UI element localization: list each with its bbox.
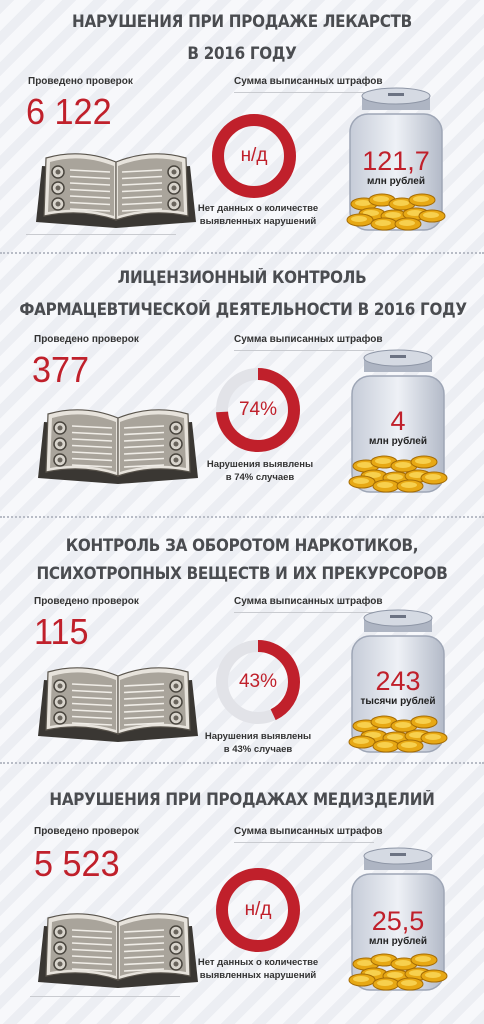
- coin-jar-icon: [346, 87, 446, 231]
- checks-label: Проведено проверок: [28, 76, 133, 87]
- ring-caption-line1: Нет данных о количестве: [197, 957, 319, 968]
- fines-label: Сумма выписанных штрафов: [234, 76, 383, 87]
- fines-unit: млн рублей: [369, 436, 427, 447]
- fines-label-underline: [234, 842, 374, 843]
- open-book-icon: [36, 153, 196, 228]
- checks-value: 5 523: [34, 843, 120, 884]
- section-title-line1: НАРУШЕНИЯ ПРИ ПРОДАЖАХ МЕДИЗДЕЛИЙ: [49, 790, 435, 809]
- checks-label: Проведено проверок: [34, 596, 139, 607]
- section-title-line2: ПСИХОТРОПНЫХ ВЕЩЕСТВ И ИХ ПРЕКУРСОРОВ: [36, 564, 448, 583]
- fines-unit: млн рублей: [369, 936, 427, 947]
- section-title-line1: ЛИЦЕНЗИОННЫЙ КОНТРОЛЬ: [117, 268, 367, 287]
- ring-caption-line1: Нарушения выявлены: [206, 459, 314, 470]
- checks-value: 6 122: [26, 91, 112, 132]
- fines-unit: млн рублей: [367, 176, 425, 187]
- fines-label-underline: [234, 350, 374, 351]
- ring-value: 74%: [238, 399, 278, 420]
- progress-ring: [216, 640, 300, 724]
- book-underline: [26, 234, 176, 235]
- fines-value: 25,5: [371, 906, 425, 936]
- open-book-icon: [38, 913, 198, 988]
- ring-caption-line1: Нет данных о количестве: [197, 203, 319, 214]
- checks-label: Проведено проверок: [34, 334, 139, 345]
- open-book-icon: [38, 667, 198, 742]
- fines-unit: тысячи рублей: [360, 696, 436, 707]
- ring-caption-line2: выявленных нарушений: [199, 970, 317, 981]
- section-divider: [0, 762, 484, 764]
- fines-label: Сумма выписанных штрафов: [234, 826, 383, 837]
- fines-value: 121,7: [362, 146, 430, 176]
- fines-value: 4: [390, 406, 406, 436]
- section-title-line1: КОНТРОЛЬ ЗА ОБОРОТОМ НАРКОТИКОВ,: [65, 536, 419, 555]
- ring-caption-line1: Нарушения выявлены: [204, 731, 312, 742]
- progress-ring: [216, 368, 300, 452]
- ring-value: н/д: [244, 899, 272, 920]
- ring-value: н/д: [240, 145, 268, 166]
- ring-value: 43%: [238, 671, 278, 692]
- coin-jar-icon: [348, 349, 448, 493]
- coin-jar-icon: [348, 609, 448, 753]
- section-title-line2: ФАРМАЦЕВТИЧЕСКОЙ ДЕЯТЕЛЬНОСТИ В 2016 ГОД…: [19, 300, 467, 319]
- fines-label: Сумма выписанных штрафов: [234, 334, 383, 345]
- progress-ring: [216, 868, 300, 952]
- checks-value: 115: [34, 611, 89, 652]
- fines-label-underline: [234, 612, 374, 613]
- section-narcotics-control: КОНТРОЛЬ ЗА ОБОРОТОМ НАРКОТИКОВ, ПСИХОТР…: [0, 512, 484, 768]
- section-medical-devices: НАРУШЕНИЯ ПРИ ПРОДАЖАХ МЕДИЗДЕЛИЙ Провед…: [0, 768, 484, 1024]
- coin-jar-icon: [348, 847, 448, 991]
- section-title-line2: В 2016 ГОДУ: [187, 44, 297, 63]
- ring-caption-line2: в 43% случаев: [223, 744, 293, 755]
- section-licensing-control: ЛИЦЕНЗИОННЫЙ КОНТРОЛЬ ФАРМАЦЕВТИЧЕСКОЙ Д…: [0, 256, 484, 512]
- fines-label: Сумма выписанных штрафов: [234, 596, 383, 607]
- fines-label-underline: [234, 92, 374, 93]
- section-divider: [0, 252, 484, 254]
- progress-ring: [212, 114, 296, 198]
- ring-caption-line2: выявленных нарушений: [199, 216, 317, 227]
- section-divider: [0, 516, 484, 518]
- ring-caption-line2: в 74% случаев: [225, 472, 295, 483]
- book-underline: [30, 996, 180, 997]
- checks-value: 377: [32, 349, 90, 390]
- fines-value: 243: [375, 666, 421, 696]
- checks-label: Проведено проверок: [34, 826, 139, 837]
- section-title-line1: НАРУШЕНИЯ ПРИ ПРОДАЖЕ ЛЕКАРСТВ: [72, 12, 412, 31]
- open-book-icon: [38, 409, 198, 484]
- section-medicine-sales: НАРУШЕНИЯ ПРИ ПРОДАЖЕ ЛЕКАРСТВ В 2016 ГО…: [0, 0, 484, 256]
